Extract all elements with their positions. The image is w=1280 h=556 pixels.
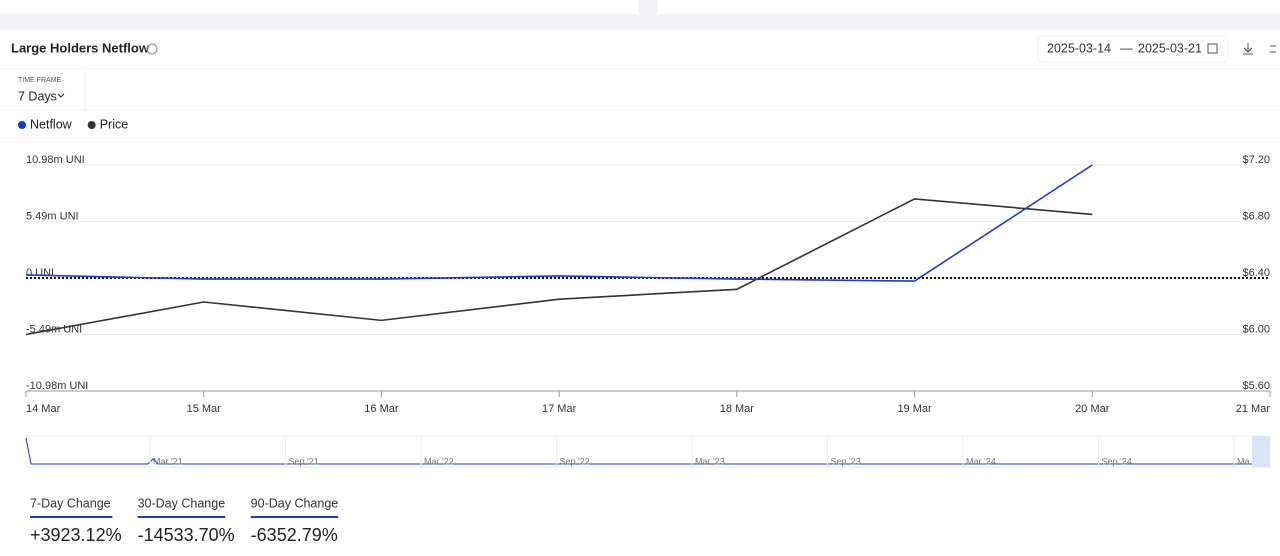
date-end: 2025-03-21 — [1138, 41, 1202, 55]
navigator-label: Sep '21 — [289, 456, 319, 466]
y2-tick-label: $7.20 — [1242, 154, 1270, 166]
link-icon[interactable] — [1270, 45, 1276, 53]
legend-label[interactable]: Price — [100, 117, 129, 131]
navigator[interactable] — [25, 435, 1271, 468]
series-line — [25, 164, 1093, 282]
navigator-label: Sep '22 — [560, 456, 590, 466]
date-start: 2025-03-14 — [1047, 41, 1111, 55]
navigator-window[interactable] — [1252, 436, 1270, 467]
navigator-label: Mar '24 — [966, 456, 996, 466]
legend-label[interactable]: Netflow — [30, 117, 73, 131]
x-tick-label: 20 Mar — [1075, 403, 1110, 415]
date-range[interactable] — [1037, 35, 1229, 63]
legend-marker — [18, 121, 26, 129]
navigator-label: Mar '22 — [424, 456, 454, 466]
card — [0, 0, 638, 14]
download-icon[interactable] — [1243, 43, 1253, 55]
x-tick-label: 19 Mar — [897, 403, 932, 415]
y-tick-label: -10.98m UNI — [26, 380, 88, 392]
x-tick-label: 17 Mar — [542, 403, 577, 415]
y-tick-label: 10.98m UNI — [26, 154, 85, 166]
stat-label[interactable]: 90-Day Change — [251, 496, 339, 510]
calendar-icon[interactable] — [1207, 43, 1218, 54]
timeframe-label: TIME FRAME — [18, 77, 61, 84]
x-tick-label: 18 Mar — [720, 403, 755, 415]
navigator-label: Ma — [1237, 456, 1250, 466]
navigator-label: Sep '23 — [831, 456, 861, 466]
y2-tick-label: $6.00 — [1242, 323, 1270, 335]
y-tick-label: 5.49m UNI — [26, 210, 79, 222]
title: Large Holders Netflow — [11, 40, 150, 55]
x-tick-label: 14 Mar — [26, 403, 61, 415]
y2-tick-label: $6.40 — [1242, 267, 1270, 279]
x-tick-label: 15 Mar — [187, 403, 222, 415]
stat-value: +3923.12% — [30, 525, 122, 545]
navigator-label: Mar '23 — [695, 456, 725, 466]
timeframe-select[interactable]: 7 Days — [18, 89, 57, 103]
navigator-label: Mar '21 — [153, 456, 183, 466]
card — [658, 0, 1280, 14]
stat-value: -6352.79% — [251, 525, 338, 545]
help-icon[interactable] — [146, 43, 158, 55]
y2-tick-label: $5.60 — [1242, 380, 1270, 392]
navigator-line — [25, 437, 1268, 465]
stat-label[interactable]: 7-Day Change — [30, 496, 111, 510]
x-tick-label: 16 Mar — [364, 403, 399, 415]
series-line — [25, 198, 1093, 336]
stat-label[interactable]: 30-Day Change — [138, 496, 226, 510]
legend-marker — [87, 121, 96, 129]
y2-tick-label: $6.80 — [1242, 210, 1270, 222]
stat-value: -14533.70% — [138, 525, 235, 545]
x-tick-label: 21 Mar — [1236, 403, 1271, 415]
date-separator: — — [1120, 41, 1133, 55]
chevron — [57, 93, 65, 98]
navigator-label: Sep '24 — [1102, 456, 1132, 466]
